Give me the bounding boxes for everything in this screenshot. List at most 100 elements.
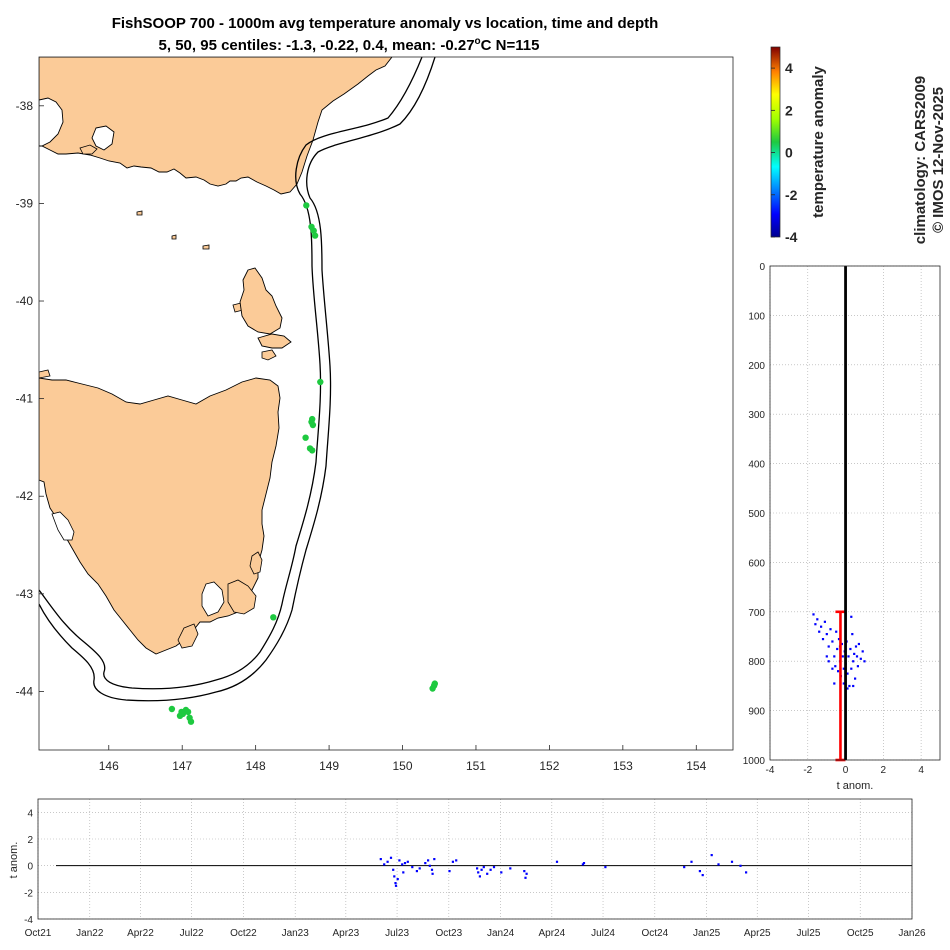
time-point: [710, 854, 713, 857]
depth-point: [850, 667, 853, 670]
depth-point: [821, 638, 825, 641]
time-point: [730, 860, 734, 863]
depth-point: [851, 633, 854, 636]
depth-point: [853, 652, 856, 655]
time-xtick-label: Apr22: [127, 928, 154, 939]
map-point: [310, 227, 317, 234]
time-point: [451, 860, 454, 863]
time-ylabel: t anom.: [8, 842, 20, 879]
time-point: [393, 875, 396, 878]
map-points: [168, 202, 438, 725]
time-point: [424, 862, 427, 865]
depth-point: [846, 672, 849, 675]
map-point: [270, 614, 277, 621]
map-point: [187, 718, 195, 725]
time-marks: [56, 854, 912, 887]
depth-point: [847, 655, 850, 658]
depth-xtick-label: -4: [766, 765, 775, 776]
time-xtick-label: Jul22: [180, 928, 204, 939]
time-ytick-label: 2: [27, 835, 33, 846]
time-xtick-label: Jan23: [282, 928, 310, 939]
map-ytick-label: -44: [16, 684, 34, 698]
map-xtick-label: 154: [686, 759, 706, 773]
time-point: [690, 860, 693, 863]
depth-ytick-label: 400: [748, 460, 765, 471]
time-ytick-label: -4: [24, 915, 33, 926]
flinders-island: [239, 267, 283, 335]
depth-point: [842, 682, 845, 685]
time-point: [701, 874, 704, 877]
time-point: [477, 871, 480, 874]
time-point: [431, 872, 434, 875]
time-point: [396, 878, 399, 881]
depth-point: [825, 655, 828, 658]
time-point: [398, 859, 401, 862]
depth-point: [827, 660, 830, 663]
time-point: [523, 870, 526, 873]
map-xtick-label: 150: [393, 759, 413, 773]
time-frame: [37, 798, 913, 920]
depth-point: [856, 665, 859, 668]
depth-point: [848, 684, 851, 688]
time-point: [394, 882, 397, 885]
depth-xlabel: t anom.: [837, 780, 874, 792]
depth-point: [861, 650, 864, 653]
map-xtick-label: 151: [466, 759, 486, 773]
time-xtick-label: Jan24: [487, 928, 515, 939]
map-point: [309, 447, 316, 454]
time-point: [448, 870, 451, 873]
depth-ytick-label: 100: [748, 311, 765, 322]
time-point: [386, 860, 389, 863]
time-point: [604, 866, 607, 869]
colorbar-ticks: 4 2 0 -2 -4: [771, 60, 798, 245]
tasman-peninsula: [227, 579, 257, 615]
map-frame: [38, 56, 734, 751]
depth-point: [812, 613, 815, 616]
macquarie-harbour: [51, 511, 75, 541]
small-island-a: [202, 244, 210, 250]
time-point: [581, 863, 584, 866]
map-xtick-label: 149: [319, 759, 339, 773]
depth-point: [825, 633, 828, 636]
colorbar-label: temperature anomaly: [810, 65, 827, 217]
depth-ytick-label: 500: [748, 509, 765, 520]
cape-barren-island: [257, 333, 292, 349]
time-point: [392, 868, 395, 871]
time-point: [379, 858, 382, 861]
depth-ytick-label: 200: [748, 361, 765, 372]
time-point: [482, 866, 485, 869]
map-point: [429, 685, 436, 692]
chart-subtitle-main: 5, 50, 95 centiles: -1.3, -0.22, 0.4, me…: [159, 37, 475, 54]
time-ytick-label: -2: [24, 888, 33, 899]
map-latitude-ticks: -38 -39 -40 -41 -42 -43 -44: [16, 99, 44, 698]
time-point: [415, 870, 418, 873]
map-longitude-ticks: 146 147 148 149 150 151 152 153 154: [99, 745, 707, 773]
time-xtick-label: Oct24: [641, 928, 668, 939]
time-series-panel: Oct21 Jan22 Apr22 Jul22 Oct22 Jan23 Apr23 Jul23…: [8, 798, 926, 939]
storm-bay: [201, 581, 225, 617]
imos-credit: © IMOS 12-Nov-2025: [930, 87, 947, 233]
map-geography: [39, 57, 436, 702]
depth-ytick-label: 300: [748, 410, 765, 421]
time-xtick-label: Apr25: [744, 928, 771, 939]
time-point: [683, 866, 686, 869]
time-xtick-label: Jan26: [898, 928, 926, 939]
time-point: [411, 866, 414, 869]
time-grid: [37, 799, 913, 920]
time-point: [418, 867, 421, 870]
time-xtick-label: Jan25: [693, 928, 721, 939]
chart-subtitle-tail: C N=115: [481, 37, 540, 54]
time-point: [476, 867, 479, 870]
colorbar-tick-label: -2: [785, 187, 798, 203]
depth-point: [818, 630, 821, 633]
time-point: [555, 860, 559, 863]
map-ytick-label: -40: [16, 294, 34, 308]
colorbar-tick-label: 4: [785, 60, 793, 76]
time-point: [480, 868, 483, 871]
time-point: [489, 868, 492, 871]
time-point: [455, 859, 458, 862]
time-point: [403, 862, 407, 865]
time-ytick-label: 0: [27, 862, 33, 873]
bruny-island: [177, 623, 199, 649]
